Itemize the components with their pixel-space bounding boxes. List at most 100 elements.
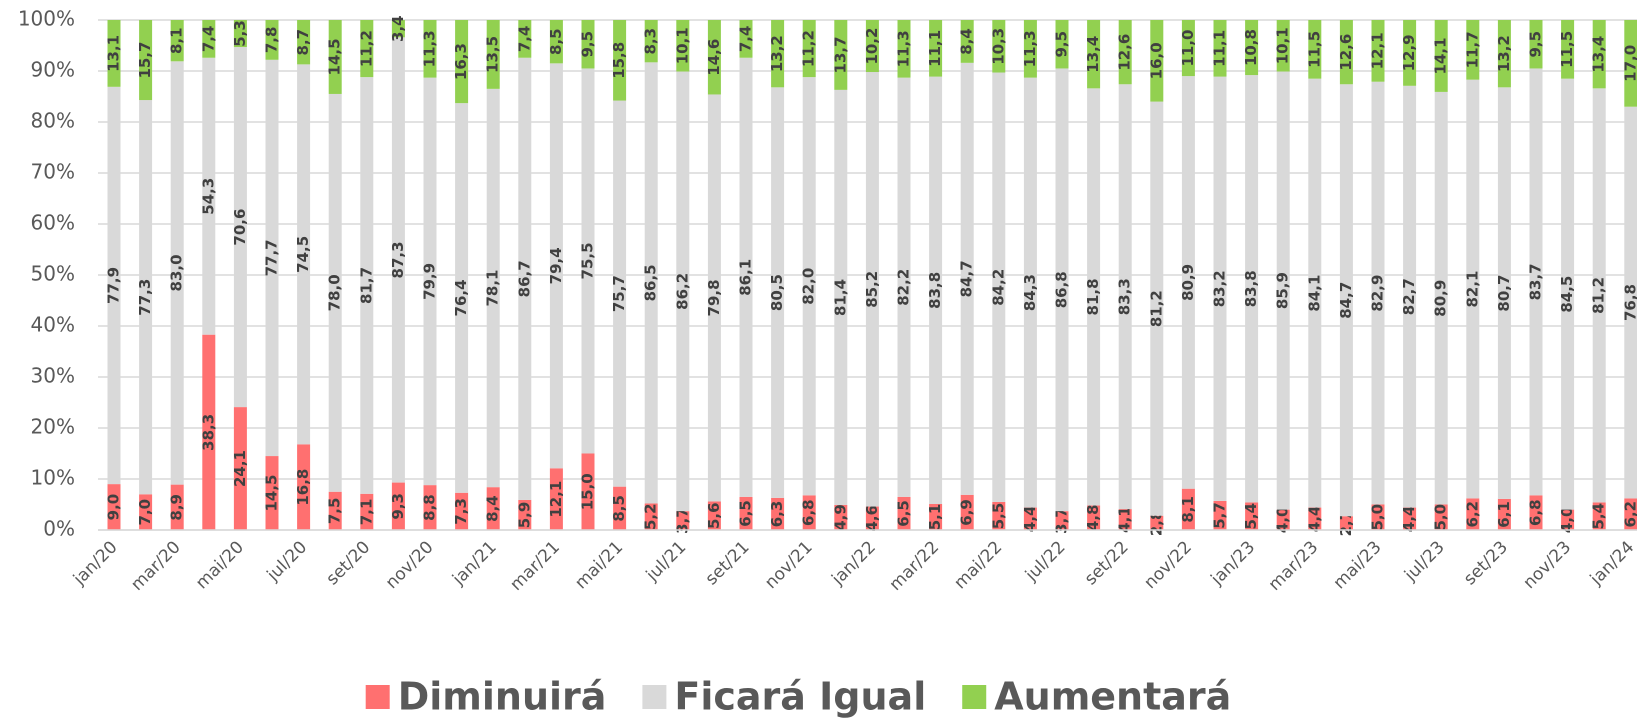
value-label: 12,1 (547, 481, 565, 518)
value-label: 16,8 (294, 469, 312, 506)
value-label: 78,0 (326, 274, 344, 311)
value-label: 79,9 (421, 263, 439, 300)
value-label: 77,7 (263, 239, 281, 276)
value-label: 81,2 (1590, 277, 1608, 314)
value-label: 83,8 (1242, 270, 1260, 307)
bar-segment (265, 59, 279, 457)
legend-label: Aumentará (994, 675, 1231, 719)
value-label: 8,1 (1179, 496, 1197, 523)
value-label: 83,3 (1116, 278, 1134, 315)
bar-segment (1339, 84, 1353, 517)
value-label: 83,2 (1211, 270, 1229, 307)
bar-segment (1561, 509, 1575, 530)
x-tick-label: mai/22 (950, 537, 1006, 593)
bar-segment (897, 20, 911, 78)
value-label: 38,3 (199, 414, 217, 451)
bar-segment (676, 20, 690, 72)
value-label: 81,8 (1084, 278, 1102, 315)
bar-segment (360, 493, 374, 530)
value-label: 6,5 (737, 500, 755, 527)
value-label: 86,7 (515, 260, 533, 297)
value-label: 84,7 (1337, 282, 1355, 319)
y-tick-label: 50% (31, 262, 75, 286)
bar-segment (992, 20, 1006, 73)
value-label: 11,5 (1558, 31, 1576, 68)
value-label: 76,4 (452, 279, 470, 316)
value-label: 81,7 (357, 267, 375, 304)
bar-segment (581, 68, 595, 454)
bar-segment (1118, 20, 1132, 85)
bar-segment (1371, 20, 1385, 82)
bar-segment (1181, 76, 1195, 489)
value-label: 14,1 (1432, 37, 1450, 74)
value-label: 9,5 (579, 31, 597, 58)
legend-swatch (962, 685, 987, 709)
value-label: 7,4 (199, 26, 217, 53)
y-tick-label: 100% (18, 7, 75, 31)
value-label: 85,2 (863, 271, 881, 308)
value-label: 7,1 (357, 499, 375, 526)
value-label: 12,6 (1337, 34, 1355, 71)
value-label: 11,3 (1021, 30, 1039, 67)
value-label: 9,5 (1527, 31, 1545, 58)
value-label: 8,9 (168, 494, 186, 521)
bar-segment (233, 47, 247, 408)
bar-segment (707, 94, 721, 502)
bar-segment (107, 484, 121, 530)
bar-segment (739, 20, 753, 58)
bar-segment (391, 482, 405, 530)
x-tick-label: jan/24 (1586, 537, 1637, 590)
x-tick-label: set/23 (1460, 537, 1512, 589)
value-label: 70,6 (231, 209, 249, 246)
bar-segment (771, 20, 785, 88)
value-label: 76,8 (1621, 284, 1637, 321)
value-label: 82,1 (1463, 271, 1481, 308)
value-label: 11,3 (421, 30, 439, 67)
value-label: 14,5 (326, 38, 344, 75)
value-label: 8,1 (168, 27, 186, 54)
value-label: 11,7 (1463, 31, 1481, 68)
value-label: 74,5 (294, 236, 312, 273)
y-tick-label: 40% (31, 313, 75, 337)
value-label: 75,5 (579, 242, 597, 279)
value-label: 80,7 (1495, 275, 1513, 312)
value-label: 8,4 (484, 495, 502, 522)
bar-segment (929, 503, 943, 530)
y-tick-label: 90% (31, 58, 75, 82)
value-label: 6,8 (1527, 499, 1545, 526)
bar-segment (107, 86, 121, 485)
bar-segment (518, 20, 532, 58)
value-label: 82,2 (895, 269, 913, 306)
x-tick-label: mai/23 (1330, 537, 1386, 593)
value-label: 77,3 (136, 279, 154, 316)
value-label: 12,6 (1116, 34, 1134, 71)
value-label: 3,7 (1053, 507, 1071, 534)
value-label: 79,4 (547, 247, 565, 284)
value-label: 24,1 (231, 450, 249, 487)
value-label: 9,5 (1053, 31, 1071, 58)
value-label: 13,2 (1495, 35, 1513, 72)
bar-segment (1181, 20, 1195, 77)
bar-segment (1150, 515, 1164, 530)
bar-segment (1245, 502, 1259, 530)
value-label: 12,1 (1369, 32, 1387, 69)
x-tick-label: mar/23 (1265, 537, 1323, 595)
value-label: 16,3 (452, 43, 470, 80)
bar-segment (739, 57, 753, 497)
bar-segment (549, 468, 563, 530)
value-label: 4,4 (1305, 505, 1323, 532)
value-label: 13,1 (105, 35, 123, 72)
bar-segment (328, 93, 342, 492)
bar-segment (1276, 20, 1290, 72)
bar-segment (423, 77, 437, 486)
value-label: 6,2 (1463, 501, 1481, 528)
bar-segment (960, 494, 974, 530)
value-label: 4,1 (1116, 506, 1134, 533)
bar-segment (297, 64, 311, 445)
bar-segment (992, 72, 1006, 502)
value-label: 78,1 (484, 269, 502, 306)
x-tick-label: jan/20 (69, 537, 122, 590)
y-tick-label: 0% (43, 517, 75, 541)
bar-segment (802, 77, 816, 496)
